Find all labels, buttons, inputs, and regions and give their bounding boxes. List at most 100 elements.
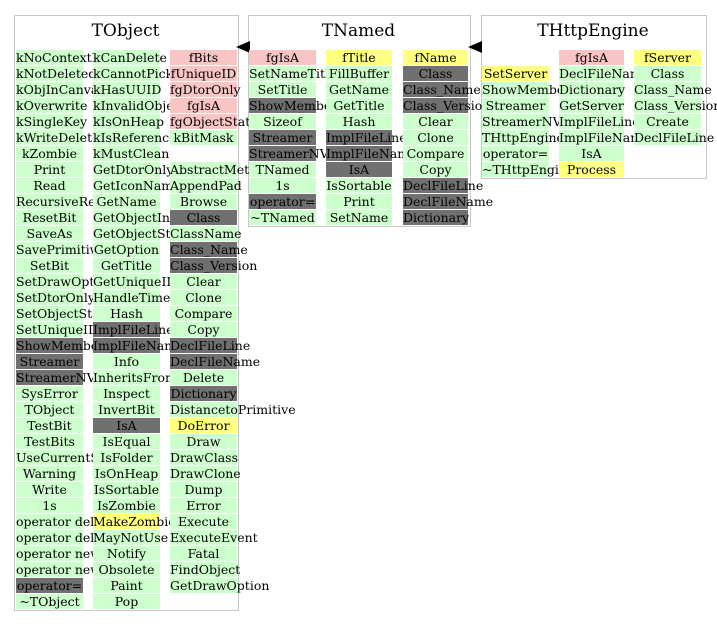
member-cell-kisonheap: kIsOnHeap <box>93 114 164 129</box>
member-label: Streamer <box>485 98 546 113</box>
member-cell-tnamed: TNamed <box>249 162 316 177</box>
member-cell-dictionary: Dictionary <box>403 210 469 225</box>
member-cell-setname: SetName <box>326 210 392 225</box>
member-cell-implfilename: ImplFileName <box>93 338 184 353</box>
member-label: IsA <box>116 418 137 433</box>
member-label: kHasUUID <box>93 82 162 97</box>
member-cell-kzombie: kZombie <box>16 146 83 161</box>
member-cell-operator-delete: operator delete[] <box>16 530 124 545</box>
member-label: SaveAs <box>26 226 73 241</box>
member-label: THttpEngine <box>482 130 564 145</box>
member-cell-abstractmethod: AbstractMethod <box>170 162 273 177</box>
member-label: Write <box>32 482 67 497</box>
member-cell-appendpad: AppendPad <box>170 178 242 193</box>
member-label: DeclFileName <box>170 354 261 369</box>
member-cell-declfileline: DeclFileLine <box>403 178 483 193</box>
member-cell-isonheap: IsOnHeap <box>93 466 160 481</box>
member-cell-streamer: Streamer <box>249 130 316 145</box>
member-label: Copy <box>419 162 452 177</box>
member-label: GetObjectStat <box>93 226 184 241</box>
member-cell-streamernvirtual: StreamerNVirtual <box>249 146 363 161</box>
member-cell-isequal: IsEqual <box>93 434 160 449</box>
member-label: fgIsA <box>186 98 220 113</box>
member-cell-declfilename: DeclFileName <box>403 194 493 209</box>
member-cell-delete: Delete <box>170 370 237 385</box>
member-label: SetBit <box>29 258 70 273</box>
member-label: operator delete <box>16 514 115 529</box>
member-cell-kinvalidobject: kInvalidObject <box>93 98 186 113</box>
member-label: SetDtorOnly <box>16 290 95 305</box>
member-label: fServer <box>644 50 691 65</box>
member-cell-1s: 1s <box>249 178 316 193</box>
member-cell-read: Read <box>16 178 83 193</box>
member-cell-kobjincanvas: kObjInCanvas <box>16 82 105 97</box>
member-cell-kcandelete: kCanDelete <box>93 50 167 65</box>
member-cell-pop: Pop <box>93 594 160 609</box>
member-cell-compare: Compare <box>170 306 237 321</box>
member-cell-clone: Clone <box>403 130 468 145</box>
member-cell-handletimer: HandleTimer <box>93 290 176 305</box>
member-cell-operator-delete: operator delete <box>16 514 114 529</box>
member-cell-fgisa: fgIsA <box>559 50 624 65</box>
member-cell-getname: GetName <box>326 82 392 97</box>
member-label: kInvalidObject <box>93 98 186 113</box>
member-label: GetUniqueID <box>93 274 177 289</box>
member-cell-thttpengine: THttpEngine <box>482 130 564 145</box>
member-label: ImplFileLine <box>559 114 640 129</box>
member-cell-saveas: SaveAs <box>16 226 83 241</box>
member-label: kIsOnHeap <box>93 114 164 129</box>
member-cell-clear: Clear <box>170 274 237 289</box>
member-label: MayNotUse <box>93 530 169 545</box>
member-cell-fserver: fServer <box>634 50 701 65</box>
member-label: Class_Name <box>170 242 248 257</box>
member-label: Dictionary <box>170 386 237 401</box>
member-label: ShowMembers <box>249 98 344 113</box>
member-label: DoError <box>177 418 230 433</box>
member-cell-getoption: GetOption <box>93 242 160 257</box>
member-label: Clear <box>186 274 221 289</box>
member-cell-hash: Hash <box>93 306 160 321</box>
member-label: Class_Name <box>634 82 712 97</box>
member-cell-notify: Notify <box>93 546 160 561</box>
member-label: fTitle <box>342 50 376 65</box>
member-cell-class-name: Class_Name <box>403 82 481 97</box>
member-cell-getobjectstat: GetObjectStat <box>93 226 183 241</box>
member-label: Print <box>343 194 375 209</box>
member-cell-process: Process <box>559 162 624 177</box>
member-cell-fgisa: fgIsA <box>170 98 237 113</box>
member-label: SetNameTitle <box>249 66 337 81</box>
member-cell-operator: operator= <box>482 146 549 161</box>
member-label: fgIsA <box>574 50 608 65</box>
member-label: GetDtorOnly <box>93 162 174 177</box>
member-label: DeclFileLine <box>170 338 251 353</box>
member-cell-class-version: Class_Version <box>170 258 257 273</box>
member-label: Clone <box>185 290 222 305</box>
member-cell-fbits: fBits <box>170 50 237 65</box>
member-cell-execute: Execute <box>170 514 237 529</box>
member-label: IsOnHeap <box>94 466 159 481</box>
member-cell-operator-new: operator new[] <box>16 562 111 577</box>
member-label: Clear <box>418 114 453 129</box>
member-label: ImplFileName <box>93 338 184 353</box>
member-label: ~TNamed <box>250 210 315 225</box>
member-cell-setbit: SetBit <box>16 258 83 273</box>
member-label: ImplFileName <box>559 130 650 145</box>
member-label: Streamer <box>252 130 313 145</box>
member-label: MakeZombie <box>93 514 176 529</box>
member-label: Class <box>418 66 453 81</box>
member-label: fBits <box>188 50 219 65</box>
member-label: fgObjectStat <box>170 114 251 129</box>
member-cell-usecurrentstyle: UseCurrentStyle <box>16 450 122 465</box>
member-cell-setdrawoption: SetDrawOption <box>16 274 114 289</box>
member-cell-print: Print <box>326 194 392 209</box>
member-label: GetServer <box>559 98 624 113</box>
member-label: GetTitle <box>100 258 153 273</box>
member-cell-implfileline: ImplFileLine <box>93 322 174 337</box>
member-label: Streamer <box>19 354 80 369</box>
member-cell-settitle: SetTitle <box>249 82 316 97</box>
member-cell-ksinglekey: kSingleKey <box>16 114 87 129</box>
member-label: DeclFileName <box>403 194 494 209</box>
member-cell-doerror: DoError <box>170 418 237 433</box>
member-cell-paint: Paint <box>93 578 160 593</box>
member-cell-operator: operator= <box>249 194 316 209</box>
